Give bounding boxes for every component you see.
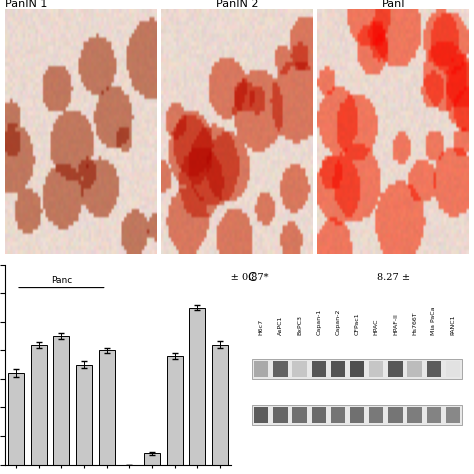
Bar — [311, 361, 326, 377]
Text: 8.00 ± 0.87*: 8.00 ± 0.87* — [206, 273, 268, 282]
Bar — [388, 361, 402, 377]
Text: BxPC3: BxPC3 — [297, 315, 302, 335]
Bar — [350, 361, 365, 377]
Text: PanIN 1: PanIN 1 — [5, 0, 47, 9]
Bar — [350, 407, 365, 422]
Bar — [190, 308, 205, 465]
Bar — [54, 336, 69, 465]
Text: 95 ± 0.55: 95 ± 0.55 — [56, 273, 105, 282]
Bar — [369, 361, 383, 377]
Bar — [292, 407, 307, 422]
Bar — [76, 365, 92, 465]
Text: 8.27 ±: 8.27 ± — [377, 273, 410, 282]
Bar — [407, 361, 422, 377]
Text: HPAC: HPAC — [374, 318, 379, 335]
Text: Capan-2: Capan-2 — [336, 308, 340, 335]
Text: PANC1: PANC1 — [450, 314, 456, 335]
Bar — [446, 361, 460, 377]
Bar — [99, 350, 115, 465]
Text: HPAF-II: HPAF-II — [393, 313, 398, 335]
Bar — [167, 356, 182, 465]
Bar — [369, 407, 383, 422]
Text: Panc: Panc — [51, 276, 72, 285]
Bar — [252, 359, 463, 379]
Bar — [252, 405, 463, 425]
Text: CFPac1: CFPac1 — [355, 312, 360, 335]
Text: AsPC1: AsPC1 — [278, 315, 283, 335]
Bar — [144, 453, 160, 465]
Bar — [331, 361, 345, 377]
Bar — [427, 407, 441, 422]
Bar — [446, 407, 460, 422]
Bar — [254, 361, 268, 377]
Bar — [273, 361, 288, 377]
Bar — [212, 345, 228, 465]
Title: PanIN 2: PanIN 2 — [216, 0, 258, 9]
Bar — [254, 407, 268, 422]
Bar — [407, 407, 422, 422]
Text: Capan-1: Capan-1 — [316, 309, 321, 335]
Text: Hs766T: Hs766T — [412, 311, 417, 335]
Bar — [273, 407, 288, 422]
Text: Mia PaCa: Mia PaCa — [431, 306, 436, 335]
Title: PanI: PanI — [382, 0, 405, 9]
Text: H6c7: H6c7 — [259, 319, 264, 335]
Bar — [427, 361, 441, 377]
Bar — [8, 373, 24, 465]
Text: C: C — [247, 271, 256, 284]
Bar — [331, 407, 345, 422]
Bar — [388, 407, 402, 422]
Bar — [31, 345, 46, 465]
Bar — [311, 407, 326, 422]
Bar — [292, 361, 307, 377]
